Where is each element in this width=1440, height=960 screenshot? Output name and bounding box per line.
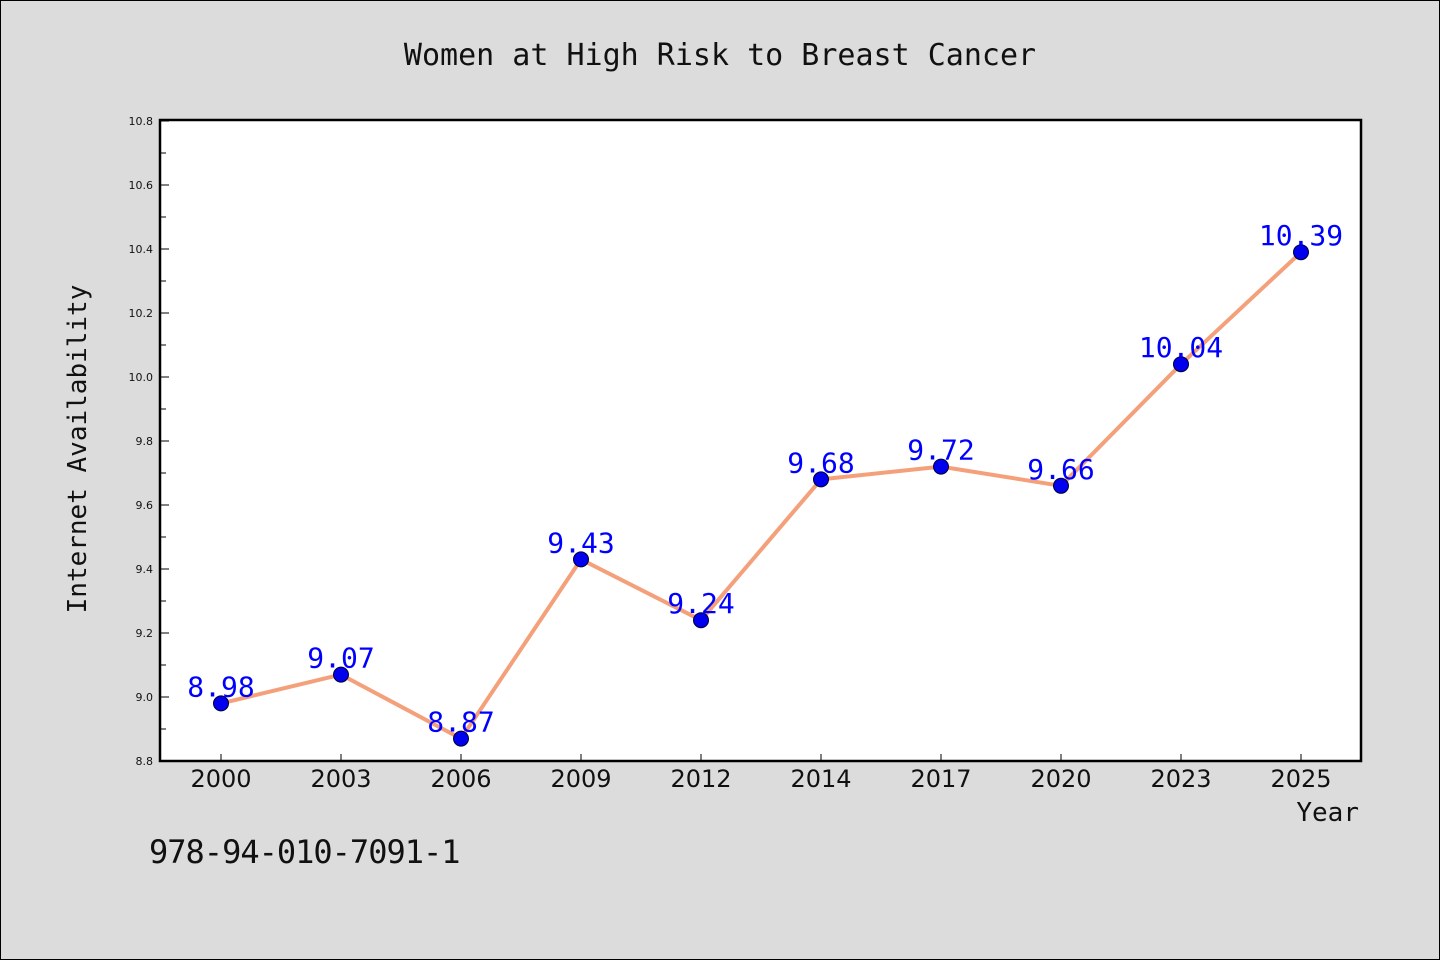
data-point <box>693 612 709 629</box>
data-label: 9.68 <box>787 446 854 479</box>
chart-title: Women at High Risk to Breast Cancer <box>404 38 1036 73</box>
y-tick-label: 10.2 <box>129 307 154 320</box>
data-label: 8.98 <box>187 670 254 703</box>
x-tick-label: 2006 <box>430 765 491 793</box>
y-tick-label: 9.4 <box>136 563 154 576</box>
x-tick-label: 2000 <box>190 765 251 793</box>
y-tick-label: 8.8 <box>136 755 154 768</box>
x-tick-label: 2025 <box>1270 765 1331 793</box>
data-point <box>1293 244 1309 261</box>
data-label: 9.66 <box>1027 453 1094 486</box>
y-tick-label: 10.4 <box>129 243 154 256</box>
data-point <box>933 458 949 475</box>
x-tick-label: 2003 <box>310 765 371 793</box>
data-label: 9.72 <box>907 434 974 467</box>
y-tick-label: 9.2 <box>136 627 154 640</box>
y-tick-label: 9.0 <box>136 691 154 704</box>
data-label: 9.07 <box>307 642 374 675</box>
y-tick-label: 9.6 <box>136 499 154 512</box>
data-markers <box>213 244 1309 747</box>
data-label: 10.04 <box>1139 331 1223 364</box>
data-labels: 8.98 9.07 8.87 9.43 9.24 9.68 9.72 9.66 10.04 10.… <box>187 219 1343 738</box>
data-point <box>1053 477 1069 494</box>
x-tick-label: 2017 <box>910 765 971 793</box>
x-tick-label: 2012 <box>670 765 731 793</box>
data-label: 9.24 <box>667 587 734 620</box>
x-axis: 2000 2003 2006 2009 2012 2014 2017 2020 2023 2025 <box>190 754 1332 793</box>
y-axis: 8.8 9.0 9.2 9.4 9.6 9.8 10.0 10.2 10.4 10.6 10.8 <box>129 115 169 768</box>
data-label: 10.39 <box>1259 219 1343 252</box>
y-axis-label: Internet Availability <box>63 285 93 614</box>
x-tick-label: 2023 <box>1150 765 1211 793</box>
series-line <box>220 250 1303 741</box>
x-tick-label: 2020 <box>1030 765 1091 793</box>
x-tick-label: 2014 <box>790 765 851 793</box>
y-tick-label: 10.8 <box>129 115 154 128</box>
isbn-text: 978-94-010-7091-1 <box>149 833 461 871</box>
y-tick-label: 9.8 <box>136 435 154 448</box>
y-tick-label: 10.0 <box>129 371 154 384</box>
data-point <box>213 695 229 712</box>
data-point <box>333 666 349 683</box>
data-point <box>1173 356 1189 373</box>
data-label: 9.43 <box>547 526 614 559</box>
plot-area <box>158 118 1363 763</box>
x-tick-label: 2009 <box>550 765 611 793</box>
data-point <box>573 551 589 568</box>
data-point <box>453 730 469 747</box>
x-axis-label: Year <box>1296 798 1359 828</box>
data-label: 8.87 <box>427 706 494 739</box>
y-tick-label: 10.6 <box>129 179 154 192</box>
data-point <box>813 471 829 488</box>
